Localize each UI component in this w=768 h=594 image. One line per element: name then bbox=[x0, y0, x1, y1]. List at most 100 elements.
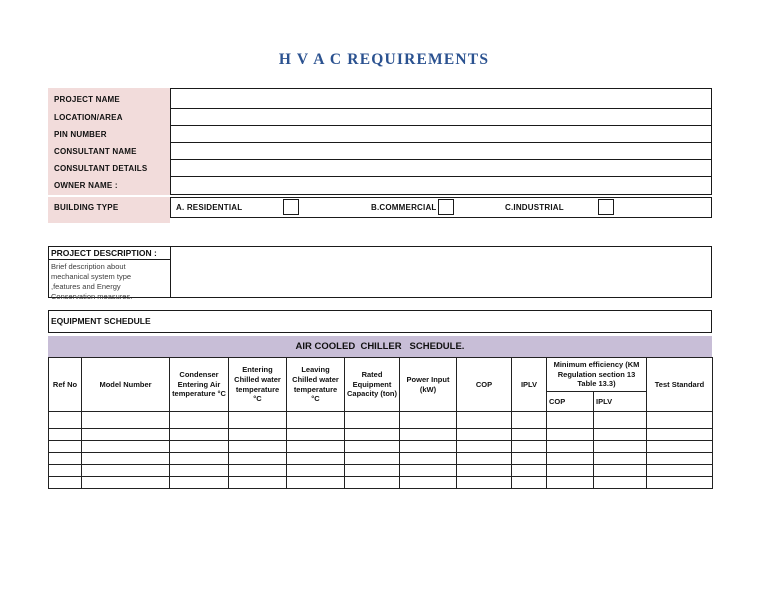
chiller-schedule-table: Ref No Model Number Condenser Entering Air… bbox=[48, 357, 713, 489]
table-cell[interactable] bbox=[48, 428, 82, 441]
chiller-schedule-table-wrap: Ref No Model Number Condenser Entering Air… bbox=[48, 357, 713, 489]
table-cell[interactable] bbox=[593, 476, 647, 489]
table-cell[interactable] bbox=[593, 440, 647, 453]
table-cell[interactable] bbox=[511, 411, 547, 429]
building-type-options: A. RESIDENTIAL B.COMMERCIAL C.INDUSTRIAL bbox=[170, 196, 712, 218]
column-header: Leaving Chilled water temperature °C bbox=[286, 357, 345, 412]
project-description-note: Brief description about mechanical syste… bbox=[51, 262, 133, 301]
table-cell[interactable] bbox=[456, 476, 512, 489]
building-type-option-label: A. RESIDENTIAL bbox=[176, 202, 243, 212]
table-cell[interactable] bbox=[399, 440, 457, 453]
table-cell[interactable] bbox=[344, 440, 400, 453]
column-header: Condenser Entering Air temperature °C bbox=[169, 357, 229, 412]
field-input[interactable] bbox=[170, 125, 712, 144]
table-cell[interactable] bbox=[546, 440, 594, 453]
page-title: H V A C REQUIREMENTS bbox=[278, 51, 490, 68]
table-cell[interactable] bbox=[593, 411, 647, 429]
table-cell[interactable] bbox=[169, 464, 229, 477]
table-cell[interactable] bbox=[456, 452, 512, 465]
table-cell[interactable] bbox=[48, 452, 82, 465]
table-cell[interactable] bbox=[286, 411, 345, 429]
table-cell[interactable] bbox=[511, 452, 547, 465]
table-cell[interactable] bbox=[344, 476, 400, 489]
table-cell[interactable] bbox=[81, 476, 170, 489]
table-row bbox=[48, 411, 713, 429]
table-cell[interactable] bbox=[456, 411, 512, 429]
table-cell[interactable] bbox=[511, 464, 547, 477]
table-cell[interactable] bbox=[344, 428, 400, 441]
table-cell[interactable] bbox=[169, 428, 229, 441]
table-cell[interactable] bbox=[593, 428, 647, 441]
table-cell[interactable] bbox=[646, 464, 713, 477]
table-cell[interactable] bbox=[169, 411, 229, 429]
table-cell[interactable] bbox=[228, 452, 287, 465]
table-cell[interactable] bbox=[399, 411, 457, 429]
table-cell[interactable] bbox=[81, 452, 170, 465]
field-input[interactable] bbox=[170, 176, 712, 195]
table-cell[interactable] bbox=[48, 440, 82, 453]
building-type-checkbox-2[interactable] bbox=[598, 198, 614, 215]
field-label: LOCATION/AREA bbox=[48, 108, 170, 127]
table-cell[interactable] bbox=[169, 440, 229, 453]
project-info-form: PROJECT NAME LOCATION/AREA PIN NUMBER CONSU… bbox=[48, 88, 712, 223]
table-row bbox=[48, 464, 713, 477]
table-cell[interactable] bbox=[228, 428, 287, 441]
table-cell[interactable] bbox=[286, 452, 345, 465]
table-cell[interactable] bbox=[399, 452, 457, 465]
table-cell[interactable] bbox=[48, 464, 82, 477]
table-cell[interactable] bbox=[81, 464, 170, 477]
table-cell[interactable] bbox=[646, 440, 713, 453]
table-cell[interactable] bbox=[48, 411, 82, 429]
table-cell[interactable] bbox=[399, 476, 457, 489]
table-cell[interactable] bbox=[646, 476, 713, 489]
project-description-input[interactable] bbox=[171, 247, 711, 297]
table-cell[interactable] bbox=[344, 464, 400, 477]
field-input[interactable] bbox=[170, 142, 712, 161]
table-cell[interactable] bbox=[646, 452, 713, 465]
table-cell[interactable] bbox=[48, 476, 82, 489]
table-cell[interactable] bbox=[456, 428, 512, 441]
table-cell[interactable] bbox=[546, 411, 594, 429]
building-type-checkbox-1[interactable] bbox=[438, 198, 454, 215]
table-cell[interactable] bbox=[546, 476, 594, 489]
table-cell[interactable] bbox=[456, 464, 512, 477]
table-cell[interactable] bbox=[169, 476, 229, 489]
table-row bbox=[48, 452, 713, 465]
field-input[interactable] bbox=[170, 108, 712, 127]
table-cell[interactable] bbox=[344, 411, 400, 429]
table-cell[interactable] bbox=[546, 428, 594, 441]
table-cell[interactable] bbox=[593, 452, 647, 465]
table-cell[interactable] bbox=[646, 411, 713, 429]
field-input[interactable] bbox=[170, 159, 712, 178]
field-row: LOCATION/AREA bbox=[48, 108, 712, 127]
table-cell[interactable] bbox=[286, 428, 345, 441]
table-cell[interactable] bbox=[546, 464, 594, 477]
table-cell[interactable] bbox=[81, 411, 170, 429]
table-cell[interactable] bbox=[81, 440, 170, 453]
field-rows: PROJECT NAME LOCATION/AREA PIN NUMBER CONSU… bbox=[48, 88, 712, 195]
table-cell[interactable] bbox=[286, 476, 345, 489]
table-cell[interactable] bbox=[399, 428, 457, 441]
table-cell[interactable] bbox=[228, 411, 287, 429]
table-cell[interactable] bbox=[286, 464, 345, 477]
table-cell[interactable] bbox=[593, 464, 647, 477]
building-type-checkbox-0[interactable] bbox=[283, 198, 299, 215]
field-row: CONSULTANT DETAILS bbox=[48, 159, 712, 178]
table-cell[interactable] bbox=[546, 452, 594, 465]
table-cell[interactable] bbox=[228, 476, 287, 489]
table-cell[interactable] bbox=[646, 428, 713, 441]
table-cell[interactable] bbox=[169, 452, 229, 465]
table-cell[interactable] bbox=[511, 476, 547, 489]
project-description-label-cell: PROJECT DESCRIPTION : Brief description … bbox=[49, 247, 171, 301]
table-cell[interactable] bbox=[399, 464, 457, 477]
table-cell[interactable] bbox=[456, 440, 512, 453]
table-cell[interactable] bbox=[228, 440, 287, 453]
table-cell[interactable] bbox=[344, 452, 400, 465]
table-cell[interactable] bbox=[511, 428, 547, 441]
field-input[interactable] bbox=[170, 88, 712, 110]
table-cell[interactable] bbox=[81, 428, 170, 441]
table-cell[interactable] bbox=[286, 440, 345, 453]
table-cell[interactable] bbox=[228, 464, 287, 477]
table-cell[interactable] bbox=[511, 440, 547, 453]
